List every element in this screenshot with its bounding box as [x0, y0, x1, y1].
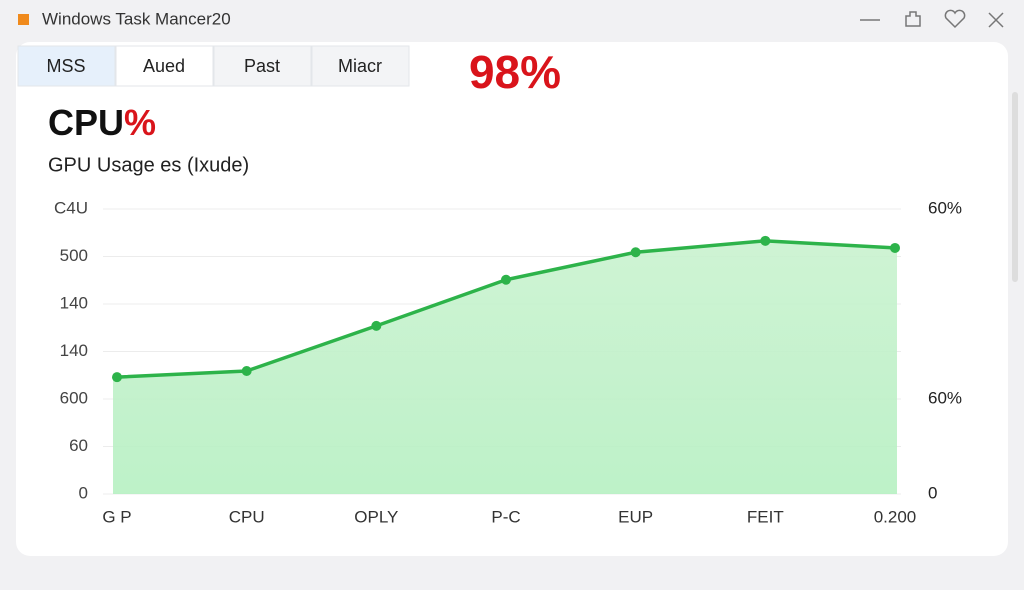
panel-title-suffix: %: [124, 102, 156, 143]
tab-label: Aued: [143, 56, 185, 76]
x-tick-label: P-C: [491, 507, 520, 526]
app-icon: [18, 14, 29, 25]
y-tick-label: 0: [79, 483, 88, 502]
x-tick-label: G P: [102, 507, 131, 526]
x-tick-label: FEIT: [747, 507, 784, 526]
area-fill: [113, 240, 897, 494]
tab[interactable]: [17, 45, 116, 87]
x-tick-label: CPU: [229, 507, 265, 526]
panel-title: CPU%: [48, 102, 156, 143]
point: [241, 365, 252, 376]
tab[interactable]: [115, 45, 214, 87]
y-tick-label: 60: [69, 436, 88, 455]
point: [890, 242, 900, 253]
y-tick-label: 600: [60, 388, 88, 407]
point: [630, 247, 641, 258]
y-tick-label: 140: [60, 293, 88, 312]
tab[interactable]: [311, 45, 410, 87]
scrollbar[interactable]: [1012, 92, 1018, 282]
tab-label: Miacr: [338, 56, 382, 76]
panel-subtitle: GPU Usage es (Ixude): [48, 154, 249, 176]
window-title: Windows Task Mancer20: [42, 9, 231, 28]
favorite-button[interactable]: [944, 9, 966, 29]
tab[interactable]: [213, 45, 312, 87]
x-tick-label: 0.200: [874, 507, 917, 526]
tab-label: MSS: [46, 56, 85, 76]
point: [112, 372, 122, 383]
point: [371, 320, 382, 331]
y2-tick-label: 60%: [928, 388, 962, 407]
close-button[interactable]: [988, 12, 1004, 28]
x-tick-label: EUP: [618, 507, 653, 526]
y2-tick-label: 0: [928, 483, 937, 502]
y-tick-label: 500: [60, 246, 88, 265]
point: [501, 274, 511, 285]
headline: 98%: [469, 46, 561, 98]
x-tick-label: OPLY: [354, 507, 398, 526]
tab-label: Past: [244, 56, 280, 76]
y-tick-label: C4U: [54, 198, 88, 217]
y-tick-label: 140: [60, 341, 88, 360]
point: [760, 235, 771, 246]
panel-title-main: CPU: [48, 102, 124, 143]
y2-tick-label: 60%: [928, 198, 962, 217]
restore-button[interactable]: [905, 11, 921, 27]
